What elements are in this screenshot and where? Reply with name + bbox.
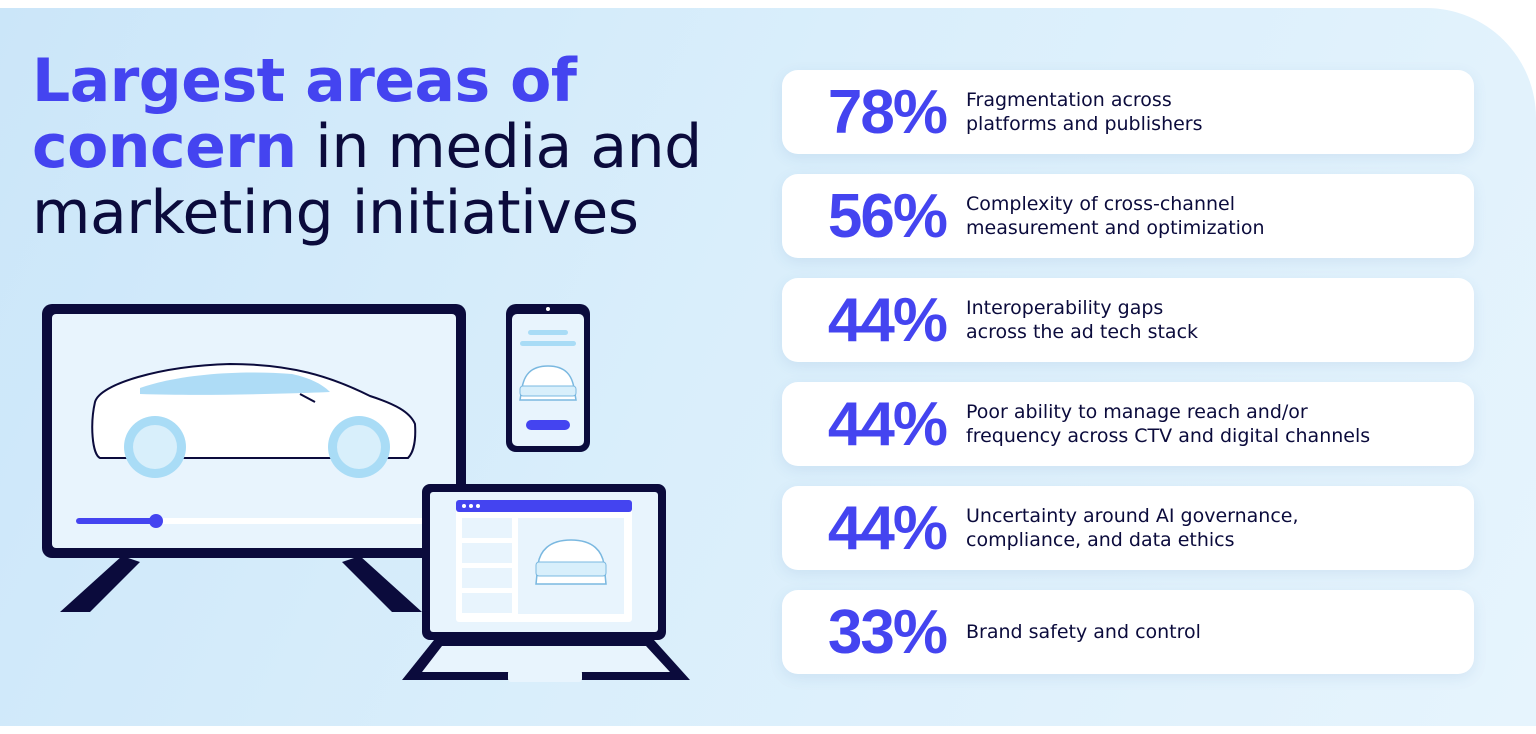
laptop-icon — [402, 484, 690, 682]
stat-value: 44% — [827, 494, 948, 563]
stat-value: 44% — [827, 390, 948, 459]
stat-card: 33% Brand safety and control — [782, 590, 1474, 674]
tv-icon — [42, 304, 466, 612]
stats-list: 78% Fragmentation across platforms and pu… — [782, 70, 1474, 694]
stat-card: 44% Uncertainty around AI governance, com… — [782, 486, 1474, 570]
stat-label: Uncertainty around AI governance, compli… — [966, 505, 1299, 551]
stat-card: 78% Fragmentation across platforms and pu… — [782, 70, 1474, 154]
infographic-panel: Largest areas of concern in media and ma… — [0, 8, 1536, 726]
stat-label: Poor ability to manage reach and/or freq… — [966, 401, 1371, 447]
car-icon — [91, 362, 417, 478]
headline-rest: in media and marketing initiatives — [32, 112, 702, 248]
stat-label: Complexity of cross-channel measurement … — [966, 193, 1265, 239]
stat-card: 44% Poor ability to manage reach and/or f… — [782, 382, 1474, 466]
stat-label: Fragmentation across platforms and publi… — [966, 89, 1203, 135]
stat-value: 33% — [827, 598, 948, 667]
stat-value: 78% — [827, 78, 948, 147]
stat-card: 44% Interoperability gaps across the ad t… — [782, 278, 1474, 362]
stat-label: Interoperability gaps across the ad tech… — [966, 297, 1199, 343]
stat-value: 56% — [827, 182, 948, 251]
stat-label: Brand safety and control — [966, 621, 1201, 643]
headline-highlight: Largest areas of concern — [32, 46, 577, 182]
devices-illustration — [42, 304, 690, 682]
smartphone-icon — [506, 304, 590, 452]
page-title: Largest areas of concern in media and ma… — [32, 48, 752, 246]
stat-value: 44% — [827, 286, 948, 355]
stat-card: 56% Complexity of cross-channel measureme… — [782, 174, 1474, 258]
